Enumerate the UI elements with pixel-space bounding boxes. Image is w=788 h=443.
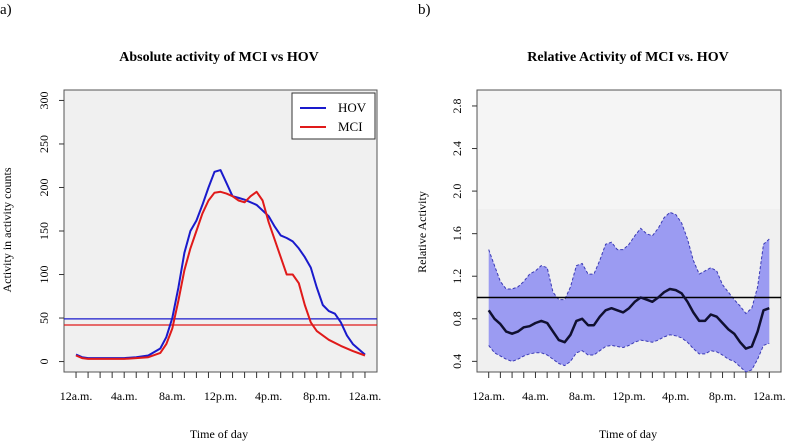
chart-b-x-tick-label: 8a.m. xyxy=(569,389,596,403)
chart-a-title: Absolute activity of MCI vs HOV xyxy=(119,50,319,65)
chart-b-x-tick-label: 12p.m. xyxy=(612,389,645,403)
chart-b-y-tick-label: 0.4 xyxy=(450,354,464,369)
chart-a-legend-label-mci: MCI xyxy=(338,119,363,134)
chart-a-y-tick-label: 150 xyxy=(37,222,51,240)
panel-b-label: b) xyxy=(418,2,431,18)
absolute-activity-chart: Absolute activity of MCI vs HOV 0 50 100 15… xyxy=(0,50,381,441)
chart-b-x-tick-label: 4p.m. xyxy=(662,389,689,403)
chart-b-x-tick-label: 12a.m. xyxy=(472,389,505,403)
chart-b-y-tick-label: 1.2 xyxy=(450,269,464,284)
chart-a-x-axis-label: Time of day xyxy=(190,427,248,441)
chart-a-legend: HOV MCI xyxy=(291,92,376,140)
chart-b-x-tick-label: 4a.m. xyxy=(522,389,549,403)
chart-a-x-tick-label: 8p.m. xyxy=(303,389,330,403)
chart-a-x-tick-label: 4a.m. xyxy=(111,389,138,403)
chart-a-y-tick-label: 50 xyxy=(37,312,51,324)
chart-a-series-mci xyxy=(75,190,366,360)
chart-b-y-tick-label: 2.0 xyxy=(450,184,464,199)
chart-a-series-hov xyxy=(75,169,366,360)
chart-a-x-tick-label: 12a.m. xyxy=(349,389,382,403)
chart-a-y-tick-label: 200 xyxy=(37,178,51,196)
chart-b-x-axis-label: Time of day xyxy=(599,427,657,441)
chart-a-y-tick-label: 250 xyxy=(37,135,51,153)
chart-b-x-tick-label: 12a.m. xyxy=(753,389,786,403)
chart-a-y-tick-label: 0 xyxy=(37,359,51,365)
chart-b-confidence-band xyxy=(488,212,770,372)
relative-activity-chart: Relative Activity of MCI vs. HOV 0.4 0.8 1… xyxy=(415,50,786,441)
chart-a-legend-box xyxy=(291,92,376,140)
chart-b-upper-region xyxy=(478,91,780,210)
chart-a-y-axis-label: Activity in activity counts xyxy=(0,167,14,292)
chart-b-x-tick-label: 8p.m. xyxy=(709,389,736,403)
chart-a-y-tick-label: 100 xyxy=(37,266,51,284)
chart-a-x-tick-label: 12a.m. xyxy=(60,389,93,403)
chart-b-y-tick-label: 2.4 xyxy=(450,141,464,156)
chart-a-y-tick-label: 300 xyxy=(37,91,51,109)
chart-a-x-tick-label: 12p.m. xyxy=(204,389,237,403)
chart-b-y-axis-label: Relative Activity xyxy=(415,191,429,273)
chart-a-x-tick-label: 4p.m. xyxy=(255,389,282,403)
chart-b-series-relative-activity xyxy=(487,287,770,350)
chart-b-band-lower-edge xyxy=(488,334,770,373)
chart-a-x-tick-label: 8a.m. xyxy=(159,389,186,403)
chart-b-y-tick-label: 1.6 xyxy=(450,226,464,241)
chart-b-y-tick-label: 2.8 xyxy=(450,98,464,113)
panel-a-label: a) xyxy=(0,2,12,18)
chart-b-y-tick-label: 0.8 xyxy=(450,311,464,326)
chart-b-title: Relative Activity of MCI vs. HOV xyxy=(527,50,728,65)
chart-a-legend-label-hov: HOV xyxy=(338,100,367,115)
chart-b-band-upper-edge xyxy=(488,211,770,315)
